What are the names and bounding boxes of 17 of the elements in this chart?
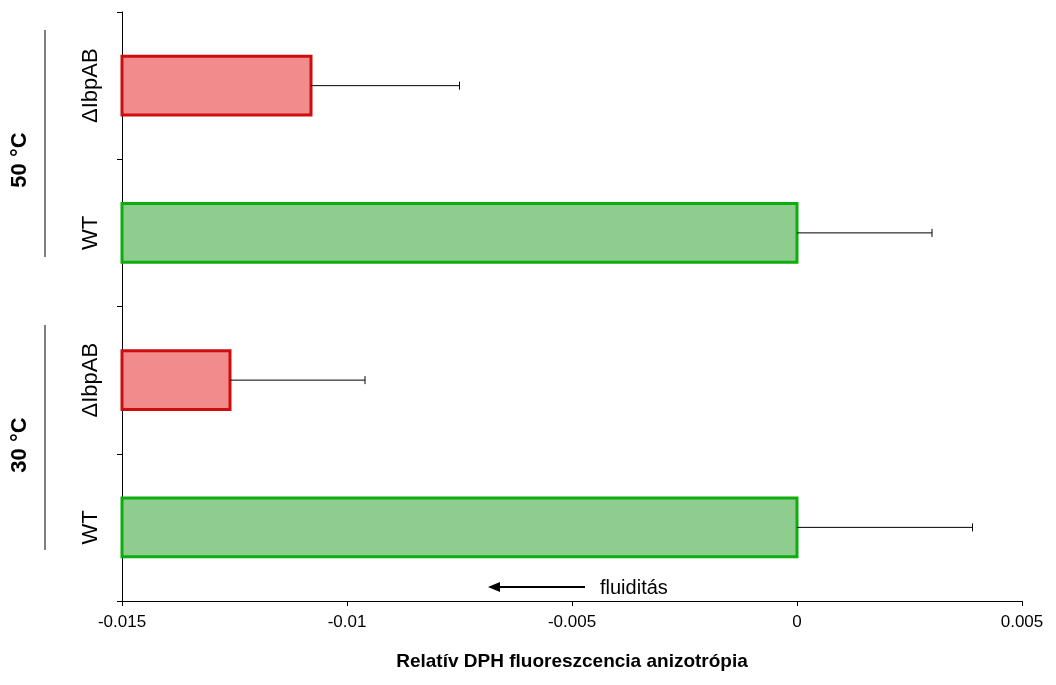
y-tick-label: WT bbox=[76, 510, 102, 545]
x-tick-label: -0.005 bbox=[547, 612, 597, 631]
x-axis-title: Relatív DPH fluoreszcencia anizotrópia bbox=[396, 650, 749, 671]
y-tick-label: WT bbox=[76, 215, 102, 250]
y-tick-label: ΔIbpAB bbox=[76, 48, 102, 123]
y-tick-label: ΔIbpAB bbox=[76, 342, 102, 418]
x-tick-label: -0.015 bbox=[97, 612, 147, 631]
x-tick-label: 0 bbox=[792, 612, 802, 631]
bar bbox=[120, 496, 799, 559]
annotation: fluiditás bbox=[600, 576, 668, 598]
bar bbox=[120, 54, 313, 117]
bar bbox=[120, 201, 799, 264]
text: 30 °C bbox=[5, 417, 31, 473]
x-tick-label: -0.01 bbox=[327, 612, 367, 631]
x-tick-label: 0.005 bbox=[1000, 612, 1044, 631]
bar bbox=[120, 349, 232, 412]
text: 50 °C bbox=[5, 132, 31, 188]
